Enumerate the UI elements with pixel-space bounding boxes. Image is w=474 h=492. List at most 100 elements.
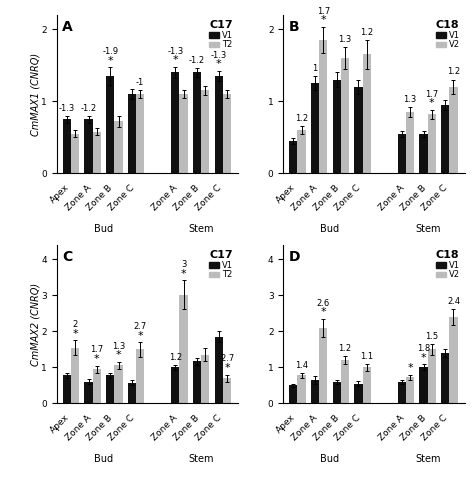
Bar	[193, 72, 201, 173]
Text: Apex: Apex	[275, 183, 298, 205]
Bar	[128, 94, 136, 173]
Bar	[298, 130, 306, 173]
Text: Bud: Bud	[94, 454, 113, 464]
Text: Zone B: Zone B	[85, 413, 114, 442]
Text: -1.2: -1.2	[81, 103, 97, 113]
Text: Apex: Apex	[275, 413, 298, 435]
Bar	[93, 131, 101, 173]
Bar	[419, 134, 428, 173]
Text: 2.7: 2.7	[134, 322, 147, 331]
Text: 1.2: 1.2	[295, 114, 308, 123]
Bar	[363, 55, 371, 173]
Text: *: *	[320, 307, 326, 317]
Text: -1: -1	[136, 78, 144, 87]
Text: 1.4: 1.4	[295, 361, 308, 369]
Text: 1.7: 1.7	[425, 90, 438, 99]
Text: Zone B: Zone B	[172, 183, 201, 212]
Text: *: *	[429, 98, 435, 108]
Bar	[223, 378, 231, 403]
Text: Zone A: Zone A	[377, 183, 406, 212]
Text: 3: 3	[181, 260, 186, 269]
Bar	[298, 375, 306, 403]
Bar	[419, 368, 428, 403]
Bar	[311, 380, 319, 403]
Bar	[449, 317, 457, 403]
Text: Apex: Apex	[48, 183, 71, 205]
Bar	[289, 141, 298, 173]
Text: Zone A: Zone A	[150, 183, 180, 212]
Text: Zone A: Zone A	[377, 413, 406, 442]
Bar	[441, 105, 449, 173]
Bar	[406, 377, 414, 403]
Bar	[93, 369, 101, 403]
Text: -2.7: -2.7	[219, 355, 235, 364]
Text: A: A	[62, 20, 73, 33]
Text: Zone B: Zone B	[172, 413, 201, 442]
Text: 1.7: 1.7	[90, 345, 103, 354]
Text: Zone C: Zone C	[420, 413, 449, 442]
Legend: V1, T2: V1, T2	[209, 19, 234, 50]
Text: Zone A: Zone A	[150, 413, 180, 442]
Text: B: B	[289, 20, 300, 33]
Text: Stem: Stem	[415, 454, 440, 464]
Bar	[171, 72, 180, 173]
Text: -1.3: -1.3	[167, 47, 183, 56]
Bar	[215, 76, 223, 173]
Bar	[114, 122, 123, 173]
Text: *: *	[216, 60, 221, 69]
Legend: V1, V2: V1, V2	[435, 19, 460, 50]
Text: Apex: Apex	[48, 413, 71, 435]
Bar	[428, 349, 436, 403]
Text: *: *	[73, 329, 78, 339]
Text: Zone B: Zone B	[85, 183, 114, 212]
Text: 1: 1	[312, 64, 318, 73]
Text: Zone B: Zone B	[312, 183, 341, 212]
Text: *: *	[173, 55, 178, 65]
Bar	[63, 120, 71, 173]
Bar	[428, 114, 436, 173]
Bar	[106, 375, 114, 403]
Text: Zone A: Zone A	[64, 183, 93, 212]
Text: Zone C: Zone C	[194, 183, 223, 212]
Text: Zone B: Zone B	[399, 183, 428, 212]
Text: D: D	[289, 249, 301, 264]
Bar	[441, 353, 449, 403]
Bar	[341, 58, 349, 173]
Text: 1.2: 1.2	[338, 344, 352, 353]
Text: 1.5: 1.5	[425, 332, 438, 341]
Bar	[84, 120, 93, 173]
Text: 1.2: 1.2	[169, 353, 182, 362]
Text: 1.2: 1.2	[447, 67, 460, 76]
Text: Zone C: Zone C	[334, 183, 363, 212]
Bar	[319, 328, 328, 403]
Text: *: *	[407, 364, 413, 373]
Legend: V1, V2: V1, V2	[435, 249, 460, 280]
Bar	[354, 384, 363, 403]
Text: Stem: Stem	[189, 454, 214, 464]
Bar	[180, 94, 188, 173]
Bar	[136, 94, 144, 173]
Text: Zone C: Zone C	[107, 183, 136, 212]
Text: Zone B: Zone B	[312, 413, 341, 442]
Text: -1.3: -1.3	[59, 103, 75, 113]
Bar	[319, 40, 328, 173]
Bar	[215, 337, 223, 403]
Text: Bud: Bud	[320, 224, 339, 234]
Text: 1.8: 1.8	[417, 344, 430, 353]
Bar	[71, 347, 79, 403]
Text: *: *	[224, 363, 230, 373]
Bar	[171, 368, 180, 403]
Text: Zone A: Zone A	[290, 413, 319, 442]
Bar	[136, 349, 144, 403]
Text: Bud: Bud	[320, 454, 339, 464]
Text: 2.6: 2.6	[317, 299, 330, 308]
Text: Zone C: Zone C	[107, 413, 136, 442]
Y-axis label: CmMAX1 (CNRQ): CmMAX1 (CNRQ)	[30, 53, 40, 136]
Bar	[223, 94, 231, 173]
Bar	[354, 87, 363, 173]
Bar	[71, 134, 79, 173]
Text: 1.3: 1.3	[403, 95, 417, 104]
Text: Zone C: Zone C	[194, 413, 223, 442]
Bar	[114, 365, 123, 403]
Text: *: *	[181, 269, 186, 278]
